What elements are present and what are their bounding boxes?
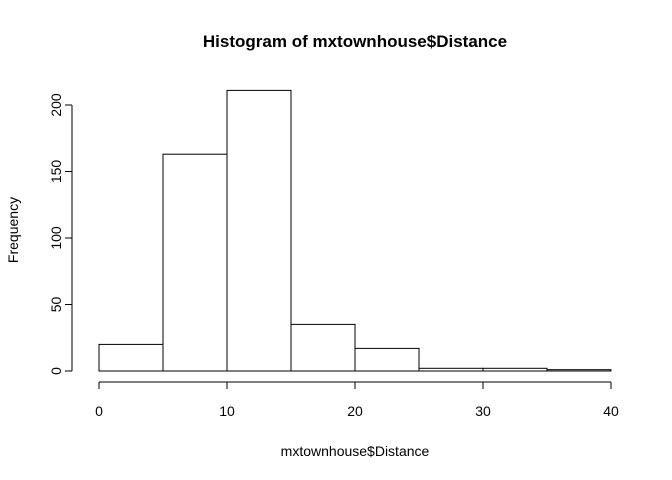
- histogram-bar-7: [546, 369, 612, 372]
- y-axis-label: Frequency: [5, 197, 21, 263]
- chart-title: Histogram of mxtownhouse$Distance: [203, 32, 507, 51]
- x-tick-label: 10: [219, 403, 235, 419]
- y-tick-label: 200: [48, 93, 64, 117]
- x-tick-label: 30: [475, 403, 491, 419]
- histogram-bar-5: [418, 367, 484, 372]
- histogram-bar-1: [162, 153, 228, 372]
- y-tick-label: 150: [48, 160, 64, 184]
- x-tick-label: 40: [603, 403, 619, 419]
- x-axis: 0 10 20 30 40: [95, 381, 619, 419]
- x-tick-label: 20: [347, 403, 363, 419]
- y-tick-label: 100: [48, 226, 64, 250]
- histogram-bar-4: [354, 347, 420, 372]
- y-tick-label: 50: [48, 297, 64, 313]
- x-tick-label: 0: [95, 403, 103, 419]
- histogram-bar-0: [98, 343, 164, 372]
- histogram-bar-6: [482, 367, 548, 372]
- histogram-bar-2: [226, 89, 292, 372]
- bars-group: [98, 89, 612, 372]
- x-axis-label: mxtownhouse$Distance: [281, 443, 430, 459]
- histogram-bar-3: [290, 323, 356, 372]
- y-tick-label: 0: [48, 367, 64, 375]
- y-axis: 0 50 100 150 200: [48, 93, 73, 375]
